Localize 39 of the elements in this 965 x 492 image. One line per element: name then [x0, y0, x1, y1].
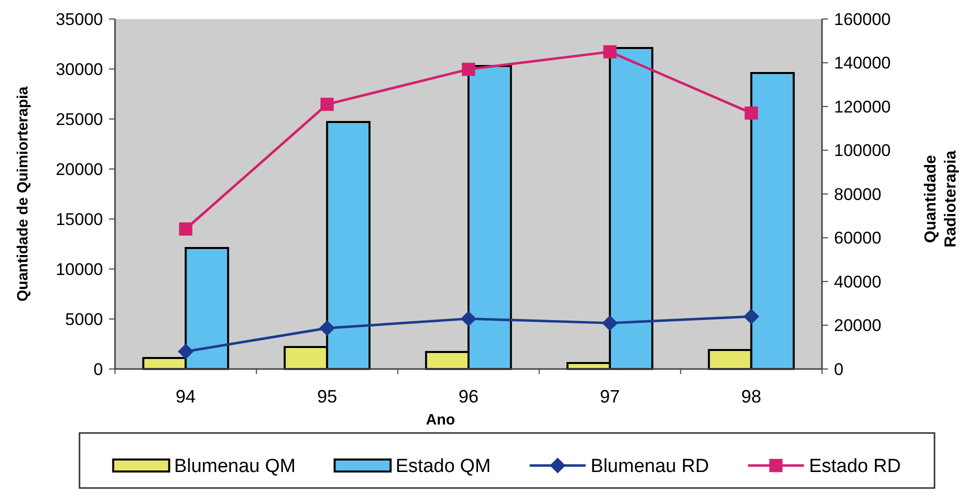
point — [602, 315, 618, 331]
x-tick-label: 98 — [741, 386, 762, 406]
y2-tick-label: 160000 — [834, 10, 891, 29]
y2-tick-label: 100000 — [834, 141, 891, 160]
y2-tick-label: 60000 — [834, 228, 882, 248]
point — [178, 344, 194, 360]
y-tick-label: 15000 — [56, 210, 103, 229]
point — [460, 311, 476, 326]
point — [462, 62, 476, 76]
y-tick-label: 0 — [94, 360, 103, 379]
legend-label: Blumenau RD — [590, 456, 709, 478]
point — [603, 45, 617, 58]
y-tick-label: 25000 — [56, 110, 103, 129]
y-tick-label: 5000 — [65, 310, 103, 329]
x-axis-title: Ano — [426, 411, 456, 428]
x-tick-label: 95 — [317, 386, 338, 406]
y-tick-label: 35000 — [56, 10, 103, 29]
point — [744, 106, 758, 120]
legend-label: Estado QM — [396, 456, 491, 478]
y2-tick-label: 140000 — [834, 54, 891, 73]
point — [320, 98, 334, 111]
y2-tick-label: 40000 — [834, 272, 882, 292]
y2-tick-label: 80000 — [834, 184, 882, 204]
point — [179, 222, 192, 236]
x-tick-label: 97 — [600, 386, 620, 406]
x-tick-label: 96 — [458, 386, 479, 406]
y2-tick-label: 0 — [834, 360, 844, 379]
legend-label: Blumenau QM — [174, 456, 296, 478]
point — [319, 320, 335, 336]
x-tick-label: 94 — [176, 386, 196, 406]
y-tick-label: 10000 — [56, 260, 103, 279]
y2-axis-title: Quantidade Radioterapia — [922, 150, 960, 248]
y-tick-label: 30000 — [56, 60, 103, 79]
y2-tick-label: 120000 — [834, 97, 891, 116]
point — [744, 308, 759, 324]
y-tick-label: 20000 — [56, 160, 103, 179]
legend-label: Estado RD — [808, 456, 901, 478]
y-axis-title: Quantidade de Quimiorterapia — [14, 86, 32, 302]
y2-tick-label: 20000 — [834, 316, 882, 336]
